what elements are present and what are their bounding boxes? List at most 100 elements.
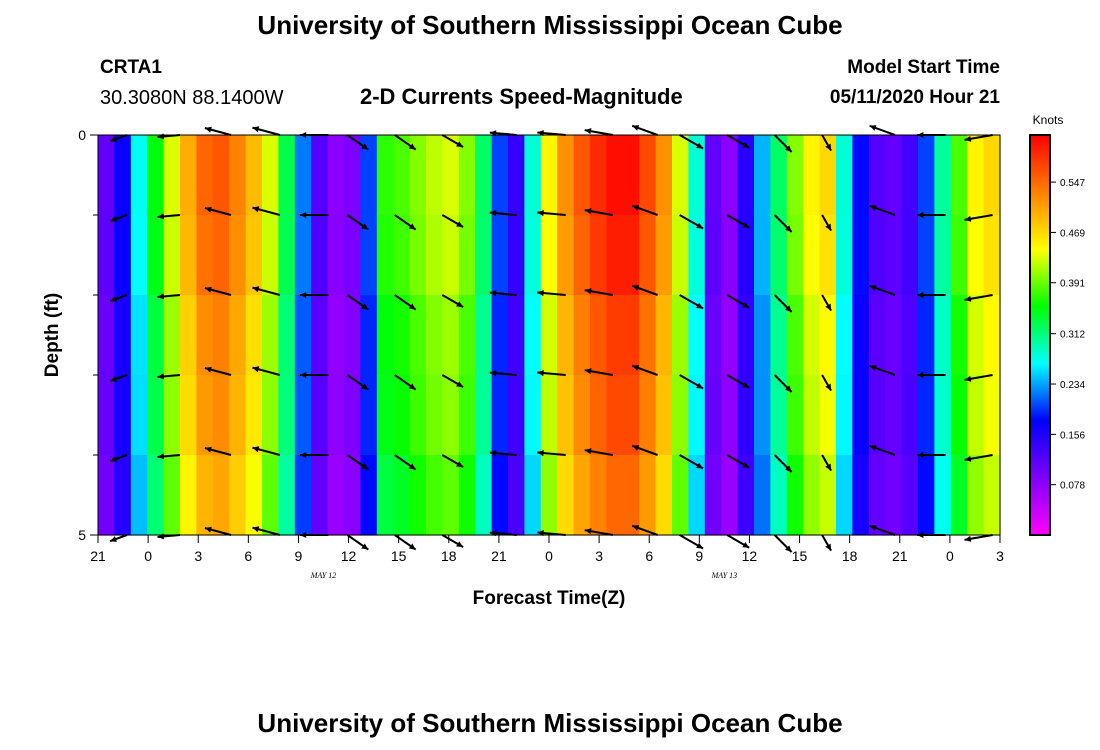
heatmap-cell: [442, 375, 460, 456]
heatmap-cell: [458, 455, 476, 536]
x-axis: 21 0 3 6 9 12 15 18 21 0 3 6 9 12 15 18 21 0 3 MAY 12 MAY 13: [90, 535, 1004, 580]
heatmap-cell: [590, 215, 607, 296]
current-arrow: [204, 526, 232, 536]
heatmap-cell: [540, 375, 558, 456]
heatmap-cell: [360, 295, 378, 376]
heatmap-cell: [934, 375, 952, 456]
heatmap-cell: [540, 215, 558, 296]
heatmap-cell: [901, 295, 919, 376]
heatmap-cell: [786, 295, 804, 376]
heatmap-cell: [918, 295, 935, 376]
current-arrow: [109, 454, 128, 463]
heatmap-cell: [901, 215, 919, 296]
current-arrow: [299, 292, 329, 298]
heatmap-cell: [278, 375, 296, 456]
heatmap-cell: [327, 135, 345, 216]
heatmap-cell: [786, 455, 804, 536]
heatmap-cell: [754, 135, 771, 216]
current-arrow: [252, 366, 281, 376]
heatmap-cell: [868, 135, 886, 216]
heatmap-cell: [836, 295, 853, 376]
heatmap-cell: [737, 455, 755, 536]
heatmap-cell: [130, 135, 148, 216]
heatmap-cell: [967, 295, 985, 376]
current-arrow: [964, 134, 993, 142]
current-arrow: [869, 204, 896, 216]
heatmap-cell: [196, 375, 214, 456]
current-arrow: [346, 534, 369, 551]
heatmap-cell: [754, 455, 771, 536]
heatmap-cell: [803, 295, 821, 376]
x-tick-label: 21: [491, 548, 507, 564]
current-arrow: [964, 454, 993, 462]
x-tick-label: 21: [892, 548, 908, 564]
heatmap-cell: [672, 295, 689, 376]
heatmap-cell: [360, 455, 378, 536]
heatmap-cell: [967, 215, 985, 296]
current-arrow: [394, 294, 417, 311]
x-tick-label: 6: [244, 548, 252, 564]
heatmap-cell: [163, 135, 181, 216]
heatmap-cell: [376, 375, 394, 456]
current-arrow: [869, 364, 896, 376]
colorbar-tick-label: 0.078: [1060, 481, 1085, 492]
heatmap-cell: [311, 215, 329, 296]
heatmap-cell: [852, 455, 870, 536]
heatmap-cell: [426, 455, 443, 536]
heatmap-cell: [508, 215, 525, 296]
x-tick-label: 0: [545, 548, 553, 564]
heatmap-cell: [770, 215, 788, 296]
heatmap-cell: [934, 135, 952, 216]
heatmap-cell: [344, 455, 361, 536]
heatmap-cell: [114, 295, 132, 376]
current-arrow: [726, 214, 750, 229]
heatmap-cell: [885, 455, 903, 536]
current-arrow: [109, 294, 128, 303]
heatmap-cell: [278, 215, 296, 296]
heatmap-cell: [622, 375, 640, 456]
current-arrow: [441, 374, 464, 388]
heatmap-cell: [229, 455, 247, 536]
heatmap-cell: [868, 455, 886, 536]
station-coordinates: 30.3080N 88.1400W: [100, 87, 284, 109]
heatmap-cell: [819, 215, 837, 296]
y-tick-label: 0: [78, 127, 86, 143]
heatmap-cell: [442, 215, 460, 296]
heatmap-cell: [475, 295, 493, 376]
current-arrow: [109, 534, 128, 543]
heatmap-cell: [212, 455, 230, 536]
heatmap-cell: [491, 455, 509, 536]
heatmap-cell: [409, 455, 427, 536]
heatmap-cell: [393, 215, 411, 296]
heatmap-cell: [229, 375, 247, 456]
current-arrow: [631, 444, 658, 456]
heatmap-cell: [196, 295, 214, 376]
heatmap-cell: [557, 375, 575, 456]
heatmap-cell: [245, 375, 263, 456]
heatmap-cell: [393, 455, 411, 536]
current-arrow: [773, 454, 793, 473]
heatmap-cell: [983, 215, 1001, 296]
heatmap-cell: [245, 215, 263, 296]
current-arrow: [252, 526, 281, 536]
current-arrow: [489, 290, 517, 297]
current-arrow: [917, 452, 946, 458]
current-arrow: [726, 454, 750, 469]
current-arrow: [157, 213, 180, 220]
current-arrow: [537, 370, 566, 377]
heatmap-cell: [672, 135, 689, 216]
heatmap-cell: [672, 455, 689, 536]
heatmap-cell: [147, 135, 165, 216]
heatmap-cell: [852, 215, 870, 296]
heatmap-cell: [836, 455, 853, 536]
heatmap-cell: [983, 375, 1001, 456]
heatmap-cell: [426, 295, 443, 376]
heatmap-cell: [360, 375, 378, 456]
heatmap-cell: [344, 295, 361, 376]
x-axis-label: Forecast Time(Z): [473, 588, 626, 609]
heatmap-cell: [278, 295, 296, 376]
heatmap-cells: [98, 135, 1001, 536]
current-arrow: [299, 372, 329, 378]
x-tick-label: 9: [295, 548, 303, 564]
current-arrow: [346, 214, 369, 231]
